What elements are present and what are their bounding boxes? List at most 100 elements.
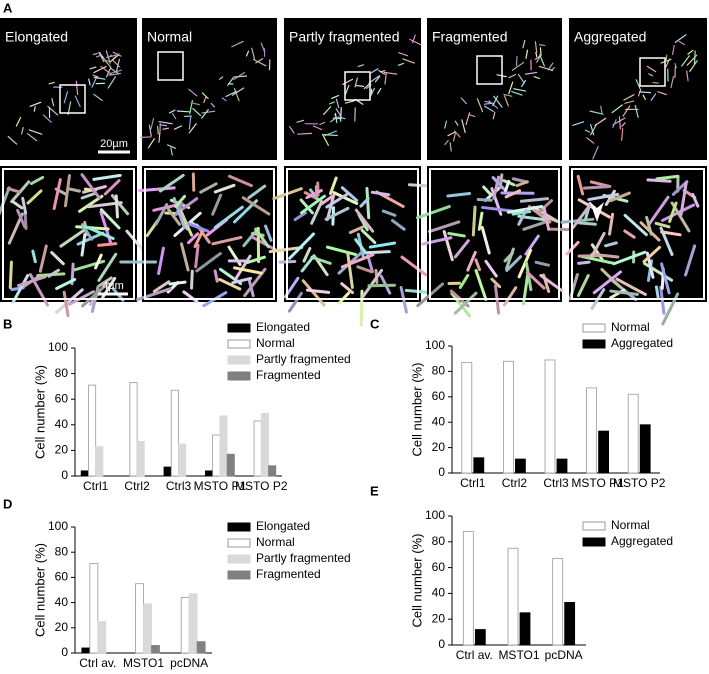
mito <box>363 83 370 90</box>
mito <box>609 289 639 296</box>
legend-swatch <box>227 355 251 365</box>
mito <box>536 56 541 63</box>
mito <box>612 119 617 129</box>
mito <box>329 117 336 123</box>
mito <box>241 196 271 216</box>
mito <box>158 132 161 143</box>
mito <box>299 194 326 215</box>
mito <box>254 227 270 249</box>
mito <box>171 112 177 120</box>
mito <box>670 75 675 89</box>
bar <box>135 583 144 654</box>
mito <box>659 285 666 315</box>
mito <box>193 230 204 248</box>
mito <box>539 54 545 67</box>
mito <box>361 250 391 255</box>
bar <box>136 441 145 477</box>
mito <box>0 186 11 216</box>
mito <box>63 174 71 208</box>
mito <box>299 198 314 215</box>
mito <box>75 80 79 96</box>
mito <box>147 138 155 149</box>
mito <box>305 288 331 294</box>
y-tick-label: 60 <box>55 391 69 405</box>
mito <box>88 78 91 86</box>
mito <box>589 110 604 115</box>
mito <box>234 254 252 280</box>
mito <box>201 92 209 99</box>
mito <box>689 60 698 73</box>
mito <box>97 252 118 282</box>
bar <box>627 393 639 474</box>
panel-label: C <box>370 316 380 331</box>
mito <box>503 95 509 107</box>
legend-swatch <box>227 538 251 548</box>
mito <box>66 187 82 193</box>
mito <box>331 94 340 99</box>
mito <box>288 232 315 260</box>
mito <box>300 254 316 273</box>
legend-label: Elongated <box>256 519 310 533</box>
mito <box>522 39 526 49</box>
mito <box>642 245 662 264</box>
y-tick-label: 0 <box>61 645 68 659</box>
bar <box>89 563 99 654</box>
mito <box>654 285 660 299</box>
mito <box>534 260 550 267</box>
mito <box>453 239 470 259</box>
mito <box>525 270 546 290</box>
mito <box>622 105 631 117</box>
mito <box>75 225 110 231</box>
mito <box>158 173 185 193</box>
mito <box>194 243 200 269</box>
micrograph <box>284 18 421 160</box>
x-tick-label: Ctrl1 <box>83 479 109 493</box>
bar <box>519 612 531 646</box>
mito <box>93 65 107 74</box>
panel-label: E <box>370 483 379 498</box>
mito <box>402 58 415 64</box>
mito <box>173 125 183 130</box>
mito <box>247 184 267 200</box>
x-tick-label: Ctrl3 <box>543 476 569 490</box>
bar <box>502 360 514 474</box>
mito <box>590 243 605 263</box>
mito <box>594 117 607 126</box>
bar <box>586 387 597 474</box>
mito <box>17 275 47 288</box>
mito <box>504 189 522 199</box>
mito <box>522 220 547 231</box>
bar <box>515 458 526 474</box>
mito <box>609 191 631 203</box>
mito <box>188 88 198 97</box>
mito <box>511 61 525 71</box>
mito <box>450 291 472 318</box>
mito <box>503 179 511 193</box>
panel-label: B <box>3 316 12 331</box>
mito <box>253 58 267 67</box>
mito <box>335 98 340 109</box>
mito <box>289 125 295 134</box>
mito <box>192 107 202 117</box>
mito <box>539 47 542 57</box>
bar <box>474 629 486 646</box>
mito <box>577 221 597 226</box>
mito <box>63 91 69 104</box>
mito <box>524 261 533 292</box>
mito <box>615 277 647 296</box>
legend-label: Partly fragmented <box>256 551 351 565</box>
mito <box>577 274 590 297</box>
frame <box>286 168 419 300</box>
mito <box>297 132 313 135</box>
y-tick-label: 0 <box>438 465 445 479</box>
mito <box>604 241 618 248</box>
mito <box>332 117 341 120</box>
zoom-box <box>476 55 503 85</box>
mito <box>80 191 97 200</box>
bar <box>188 593 198 654</box>
mito <box>638 91 652 94</box>
mito <box>195 252 222 273</box>
mito <box>174 194 187 208</box>
mito <box>492 95 499 107</box>
mito <box>378 69 386 75</box>
